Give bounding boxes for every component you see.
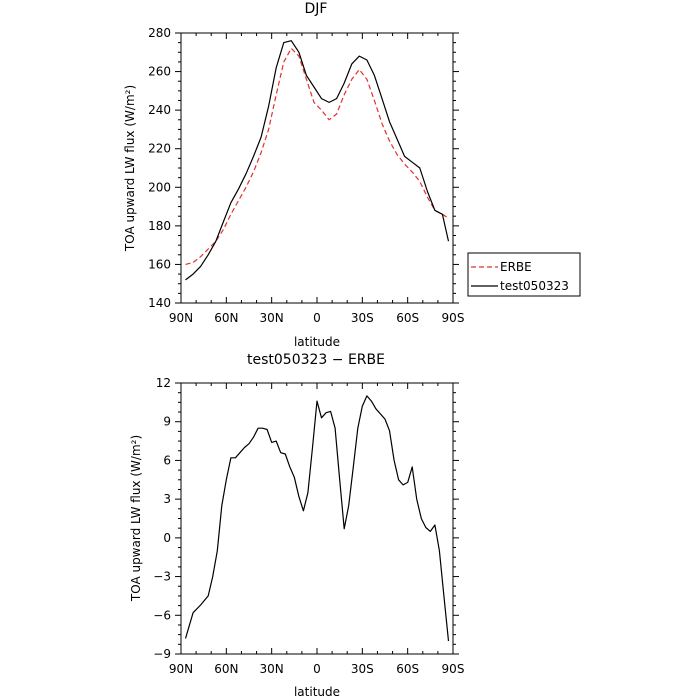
bottom-y-axis-label: TOA upward LW flux (W/m²) [129, 435, 143, 602]
x-tick-label: 30N [260, 662, 284, 676]
y-tick-label: 0 [163, 531, 171, 545]
top-y-axis-label: TOA upward LW flux (W/m²) [123, 85, 137, 252]
series-line-erbe [185, 47, 449, 265]
x-tick-label: 0 [313, 662, 321, 676]
legend-label-erbe: ERBE [500, 260, 532, 274]
bottom-x-tick-labels: 90N 60N 30N 0 30S 60S 90S [169, 662, 465, 676]
x-tick-label: 30S [351, 662, 374, 676]
top-series-group [185, 40, 450, 281]
x-tick-label: 60N [214, 311, 238, 325]
bottom-x-axis-label: latitude [294, 685, 340, 699]
legend-label-test050323: test050323 [500, 279, 569, 293]
y-tick-label: 6 [163, 453, 171, 467]
series-line-test050323 [185, 40, 450, 281]
top-chart-title: DJF [305, 1, 328, 17]
bottom-y-tick-labels: −9 −6 −3 0 3 6 9 12 [153, 376, 171, 661]
y-tick-label: 280 [148, 26, 171, 40]
x-tick-label: 60N [214, 662, 238, 676]
legend: ERBE test050323 [467, 252, 581, 297]
x-tick-label: 90S [442, 662, 465, 676]
x-tick-label: 90N [169, 662, 193, 676]
bottom-ticks [175, 382, 459, 655]
x-tick-label: 90S [442, 311, 465, 325]
y-tick-label: 220 [148, 142, 171, 156]
top-x-axis-label: latitude [294, 335, 340, 349]
top-x-tick-labels: 90N 60N 30N 0 30S 60S 90S [169, 311, 465, 325]
y-tick-label: 180 [148, 219, 171, 233]
x-tick-label: 30N [260, 311, 284, 325]
bottom-series-group [184, 395, 450, 642]
y-tick-label: −6 [153, 608, 171, 622]
top-ticks [175, 32, 459, 304]
y-tick-label: −3 [153, 570, 171, 584]
legend-box [467, 252, 581, 297]
y-tick-label: 240 [148, 103, 171, 117]
bottom-panel: test050323 − ERBE 90N 60N 30N 0 30S 60S 90S −9… [129, 352, 464, 699]
bottom-chart-title: test050323 − ERBE [247, 352, 385, 368]
series-line-0 [184, 395, 450, 642]
y-tick-label: 12 [156, 376, 171, 390]
top-y-tick-labels: 140 160 180 200 220 240 260 280 [148, 26, 171, 310]
y-tick-label: −9 [153, 647, 171, 661]
x-tick-label: 0 [313, 311, 321, 325]
top-plot-frame [180, 32, 454, 304]
x-tick-label: 30S [351, 311, 374, 325]
x-tick-label: 90N [169, 311, 193, 325]
y-tick-label: 140 [148, 296, 171, 310]
y-tick-label: 160 [148, 257, 171, 271]
y-tick-label: 200 [148, 180, 171, 194]
y-tick-label: 3 [163, 492, 171, 506]
x-tick-label: 60S [396, 662, 419, 676]
y-tick-label: 9 [163, 415, 171, 429]
y-tick-label: 260 [148, 65, 171, 79]
x-tick-label: 60S [396, 311, 419, 325]
top-panel: DJF 90N 60N 30N 0 30S 60S 90S 140 160 180 200 220 2… [123, 1, 581, 349]
bottom-plot-frame [180, 382, 454, 655]
